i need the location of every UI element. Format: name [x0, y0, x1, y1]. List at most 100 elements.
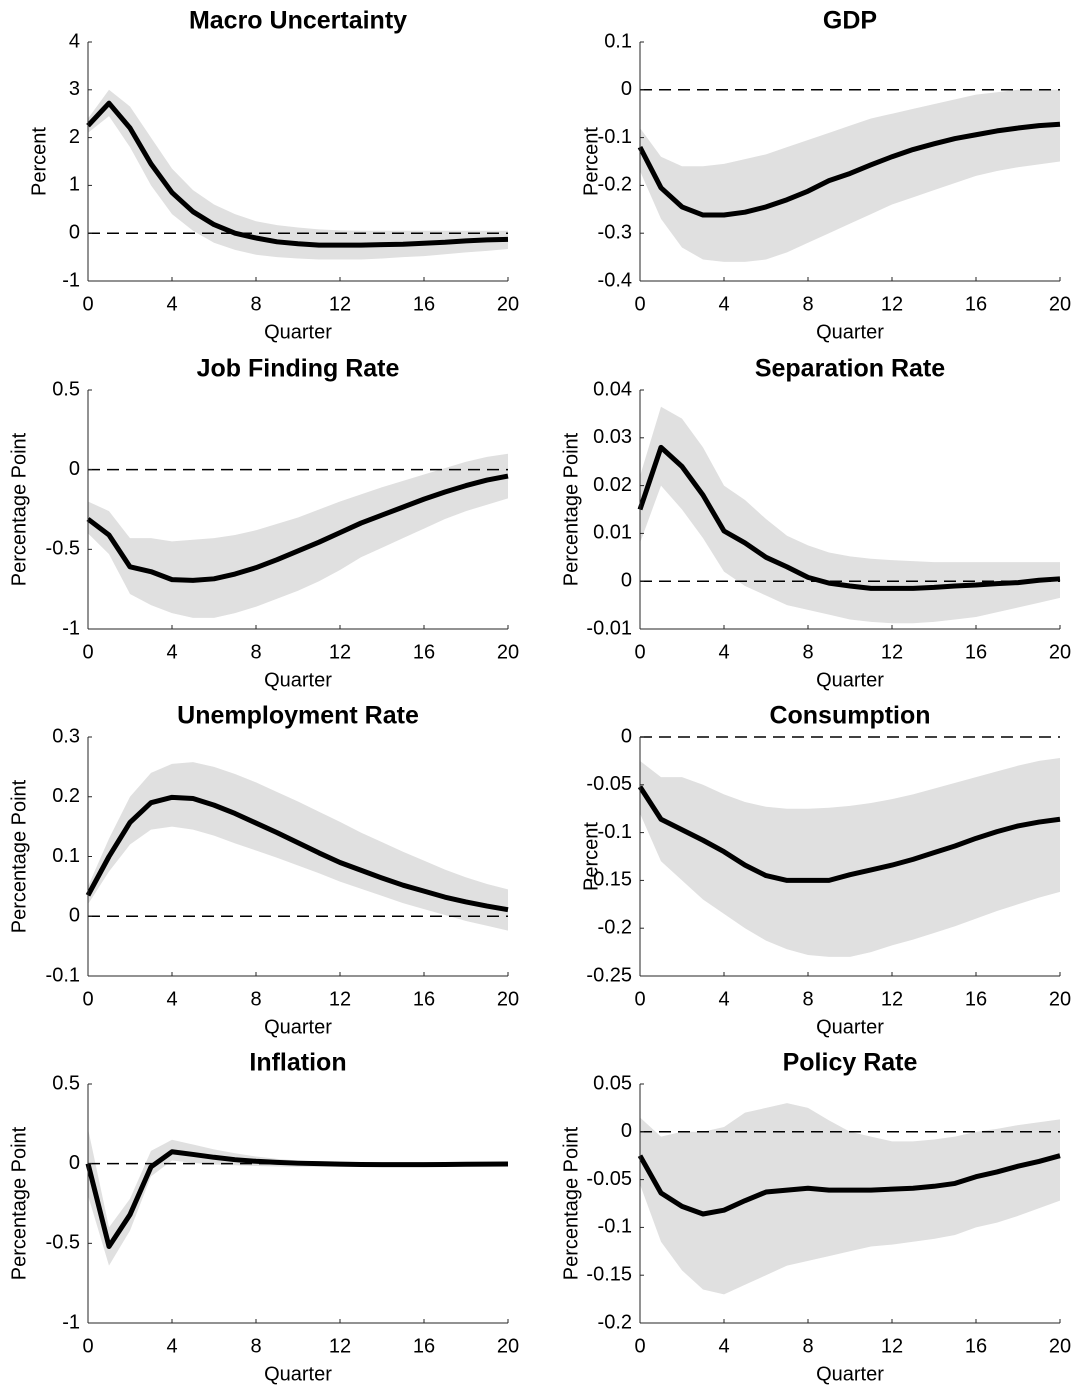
- y-tick-label: 0.03: [593, 426, 632, 448]
- x-axis-label: Quarter: [816, 1016, 884, 1038]
- response-line: [637, 1153, 1061, 1217]
- y-tick-label: -0.05: [586, 1168, 632, 1190]
- y-tick-label: 0: [621, 1120, 632, 1142]
- response-line: [86, 100, 509, 248]
- chart-title: Job Finding Rate: [197, 355, 400, 383]
- x-tick-label: 12: [329, 641, 351, 663]
- x-tick-label: 0: [82, 641, 93, 663]
- y-tick-label: 0: [69, 458, 80, 480]
- y-tick-label: -0.1: [598, 821, 632, 843]
- response-line: [637, 785, 1061, 883]
- response-line: [637, 121, 1061, 218]
- y-axis-label: Percent: [580, 127, 602, 196]
- x-tick-label: 20: [1049, 1335, 1071, 1357]
- x-axis-label: Quarter: [264, 321, 332, 343]
- y-tick-label: -0.3: [598, 221, 632, 243]
- confidence-band: [88, 1128, 508, 1266]
- y-tick-label: 0: [621, 725, 632, 747]
- y-axis-label: Percentage Point: [8, 432, 30, 586]
- chart-title: Unemployment Rate: [177, 702, 419, 730]
- x-tick-label: 12: [881, 641, 903, 663]
- x-tick-label: 16: [965, 641, 987, 663]
- x-tick-label: 4: [166, 988, 177, 1010]
- x-tick-label: 16: [413, 641, 435, 663]
- y-tick-label: 4: [69, 30, 80, 52]
- y-axis-label: Percentage Point: [8, 1126, 30, 1280]
- x-tick-label: 0: [634, 988, 645, 1010]
- x-tick-label: 0: [634, 641, 645, 663]
- x-tick-label: 0: [634, 1335, 645, 1357]
- x-axis-label: Quarter: [816, 321, 884, 343]
- y-tick-label: -0.15: [586, 1263, 632, 1285]
- y-tick-label: -0.05: [586, 773, 632, 795]
- y-axis-label: Percent: [28, 127, 50, 196]
- x-tick-label: 8: [802, 1335, 813, 1357]
- x-tick-label: 8: [250, 641, 261, 663]
- chart-title: Macro Uncertainty: [189, 7, 407, 35]
- y-axis-label: Percentage Point: [560, 432, 582, 586]
- x-tick-label: 8: [802, 988, 813, 1010]
- x-tick-label: 20: [1049, 293, 1071, 315]
- y-axis-label: Percentage Point: [8, 779, 30, 933]
- confidence-band: [88, 453, 508, 618]
- x-tick-label: 12: [329, 988, 351, 1010]
- y-tick-label: 0: [69, 221, 80, 243]
- chart-title: Consumption: [769, 702, 930, 730]
- y-tick-label: 0.04: [593, 378, 632, 400]
- y-tick-label: -0.2: [598, 916, 632, 938]
- chart-title: Policy Rate: [783, 1049, 918, 1077]
- x-tick-label: 4: [166, 293, 177, 315]
- y-tick-label: -0.1: [598, 126, 632, 148]
- y-tick-label: -0.2: [598, 1311, 632, 1333]
- x-axis-label: Quarter: [816, 669, 884, 691]
- x-tick-label: 0: [82, 1335, 93, 1357]
- x-tick-label: 20: [497, 988, 519, 1010]
- y-tick-label: 0.2: [52, 785, 80, 807]
- x-tick-label: 4: [718, 641, 729, 663]
- y-tick-label: 0: [69, 1152, 80, 1174]
- y-tick-label: -0.25: [586, 964, 632, 986]
- y-tick-label: 0: [621, 78, 632, 100]
- response-line: [85, 794, 509, 913]
- x-tick-label: 12: [881, 293, 903, 315]
- x-tick-label: 8: [802, 641, 813, 663]
- x-tick-label: 0: [82, 293, 93, 315]
- y-tick-label: -0.1: [598, 1216, 632, 1238]
- x-axis-label: Quarter: [816, 1363, 884, 1385]
- y-tick-label: -0.5: [46, 1232, 80, 1254]
- y-tick-label: -0.15: [586, 869, 632, 891]
- x-tick-label: 16: [413, 1335, 435, 1357]
- x-tick-label: 20: [1049, 988, 1071, 1010]
- y-tick-label: 0.3: [52, 725, 80, 747]
- y-tick-label: 0.02: [593, 474, 632, 496]
- response-line: [86, 473, 509, 583]
- y-tick-label: 0.01: [593, 522, 632, 544]
- y-tick-label: 0.1: [52, 845, 80, 867]
- x-tick-label: 12: [329, 293, 351, 315]
- y-tick-label: -0.1: [46, 964, 80, 986]
- x-tick-label: 20: [1049, 641, 1071, 663]
- response-line: [637, 444, 1061, 591]
- y-tick-label: 0.5: [52, 1072, 80, 1094]
- y-tick-label: -0.01: [586, 617, 632, 639]
- x-tick-label: 12: [881, 988, 903, 1010]
- x-tick-label: 4: [718, 988, 729, 1010]
- chart-title: GDP: [823, 7, 877, 35]
- y-tick-label: 0.1: [604, 30, 632, 52]
- x-tick-label: 20: [497, 293, 519, 315]
- y-axis-label: Percentage Point: [560, 1126, 582, 1280]
- x-axis-label: Quarter: [264, 1363, 332, 1385]
- y-tick-label: -1: [62, 269, 80, 291]
- x-tick-label: 16: [413, 293, 435, 315]
- y-tick-label: -0.4: [598, 269, 632, 291]
- confidence-band: [640, 758, 1060, 957]
- x-tick-label: 8: [802, 293, 813, 315]
- x-tick-label: 4: [166, 1335, 177, 1357]
- x-tick-label: 4: [166, 641, 177, 663]
- y-tick-label: -1: [62, 617, 80, 639]
- x-tick-label: 16: [965, 1335, 987, 1357]
- chart-title: Inflation: [249, 1049, 346, 1077]
- y-tick-label: -1: [62, 1311, 80, 1333]
- y-tick-label: 3: [69, 78, 80, 100]
